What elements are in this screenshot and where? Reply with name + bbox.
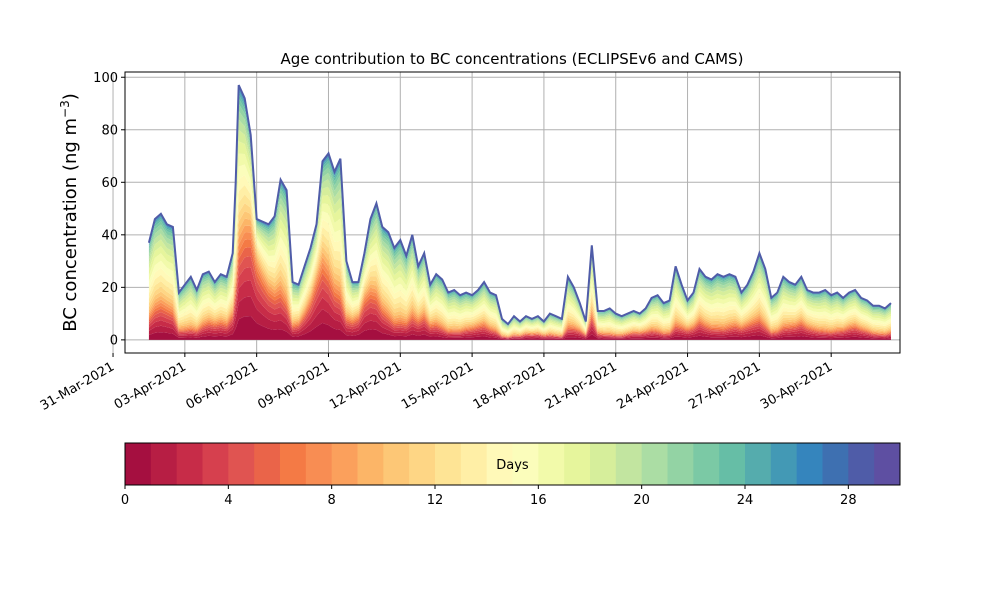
age-layer-2	[148, 296, 891, 340]
x-tick-label: 12-Apr-2021	[327, 359, 404, 412]
colorbar: 0 4 8 12 16 20 24 28	[121, 442, 901, 508]
y-tick-label: 20	[101, 281, 118, 296]
x-tick-label: 24-Apr-2021	[614, 359, 691, 412]
colorbar-bin	[719, 443, 746, 485]
colorbar-tick-label: 28	[840, 493, 857, 508]
age-layer-3	[148, 280, 891, 339]
colorbar-bin	[564, 443, 591, 485]
y-tick-label: 80	[101, 123, 118, 138]
x-tick-label: 31-Mar-2021	[38, 359, 117, 413]
colorbar-bin	[357, 443, 384, 485]
plot-area: 0 20 40 60 80 100 31-Mar-202103-Apr-202106-Ap…	[38, 71, 901, 414]
colorbar-bin	[331, 443, 358, 485]
colorbar-bin	[874, 443, 901, 485]
total-bc-line	[147, 84, 892, 326]
y-tick-label: 40	[101, 228, 118, 243]
chart-title: Age contribution to BC concentrations (E…	[281, 50, 744, 68]
colorbar-tick-label: 8	[328, 493, 336, 508]
colorbar-bin	[435, 443, 462, 485]
y-tick-label: 100	[93, 71, 118, 86]
colorbar-bin	[796, 443, 823, 485]
colorbar-frame	[124, 442, 901, 486]
colorbar-bin	[770, 443, 798, 485]
x-tick-label: 21-Apr-2021	[543, 359, 620, 412]
colorbar-bin	[486, 443, 513, 485]
x-tick-label: 30-Apr-2021	[758, 359, 835, 412]
colorbar-bin	[176, 443, 203, 485]
age-layer-1	[148, 316, 891, 340]
age-layer-13	[148, 194, 891, 335]
colorbar-bin	[460, 443, 488, 485]
colorbar-bin	[254, 443, 281, 485]
age-layer-15	[148, 174, 891, 333]
colorbar-bin	[822, 443, 849, 485]
colorbar-label: Days	[496, 458, 529, 473]
colorbar-tick-label: 20	[633, 493, 650, 508]
colorbar-bin	[409, 443, 436, 485]
plot-frame	[124, 71, 901, 354]
colorbar-tick-label: 24	[737, 493, 754, 508]
colorbar-bin	[280, 443, 307, 485]
colorbar-tick-label: 12	[427, 493, 444, 508]
colorbar-bin	[615, 443, 643, 485]
y-tick-label: 60	[101, 176, 118, 191]
colorbar-tick-label: 4	[224, 493, 232, 508]
x-tick-label: 18-Apr-2021	[471, 359, 548, 412]
colorbar-bin	[693, 443, 720, 485]
y-axis: 0 20 40 60 80 100	[93, 71, 125, 348]
x-tick-label: 27-Apr-2021	[686, 359, 763, 412]
x-tick-label: 03-Apr-2021	[112, 359, 189, 412]
colorbar-bin	[745, 443, 772, 485]
colorbar-bin	[383, 443, 410, 485]
colorbar-bin	[512, 443, 539, 485]
x-tick-label: 15-Apr-2021	[399, 359, 476, 412]
x-tick-label: 06-Apr-2021	[184, 359, 261, 412]
colorbar-bin	[667, 443, 694, 485]
colorbar-bin	[125, 443, 152, 485]
colorbar-bin	[538, 443, 565, 485]
colorbar-tick-label: 0	[121, 493, 129, 508]
y-axis-label: BC concentration (ng m−3)	[58, 93, 81, 332]
x-axis: 31-Mar-202103-Apr-202106-Apr-202109-Apr-…	[38, 353, 835, 414]
colorbar-bin	[202, 443, 229, 485]
colorbar-bin	[228, 443, 255, 485]
age-layers	[148, 85, 891, 340]
colorbar-bin	[590, 443, 617, 485]
colorbar-bin	[150, 443, 178, 485]
age-layer-14	[148, 185, 891, 334]
x-tick-label: 09-Apr-2021	[255, 359, 332, 412]
y-tick-label: 0	[110, 333, 118, 348]
colorbar-bin	[848, 443, 875, 485]
colorbar-bin	[305, 443, 333, 485]
colorbar-bin	[641, 443, 668, 485]
colorbar-tick-label: 16	[530, 493, 547, 508]
